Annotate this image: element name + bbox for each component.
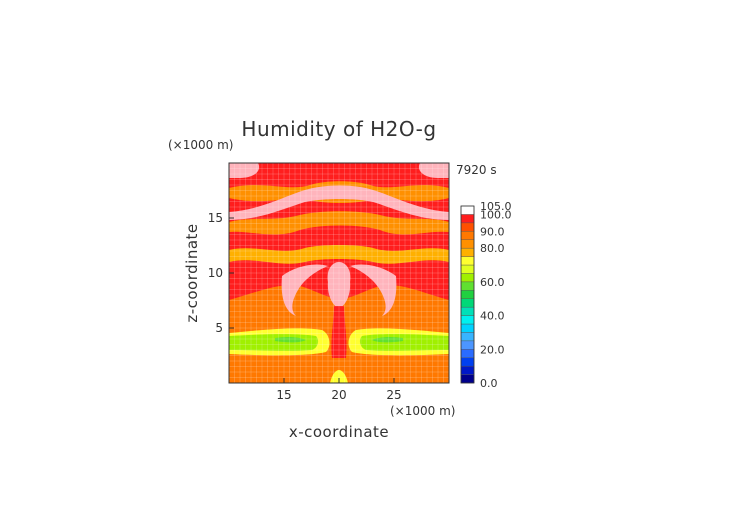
field-pink-arch	[229, 185, 449, 220]
field-dry-core	[275, 336, 403, 343]
colorbar-tick-label: 90.0	[480, 225, 505, 238]
field-updraft-column	[331, 306, 347, 358]
colorbar-swatch	[460, 222, 475, 232]
colorbar-swatch	[460, 365, 475, 375]
x-tick-label: 20	[331, 388, 346, 402]
field-surface-yellow	[330, 370, 348, 383]
field-band-orange-2	[229, 211, 449, 235]
y-unit-label: (×1000 m)	[168, 138, 233, 152]
colorbar-tick-label: 20.0	[480, 343, 505, 356]
colorbar-tick-label: 100.0	[480, 208, 512, 221]
x-unit-label: (×1000 m)	[390, 404, 455, 418]
field-pink-core	[327, 262, 351, 308]
colorbar-tick-label: 105.0	[480, 200, 512, 213]
time-label: 7920 s	[456, 163, 497, 177]
x-axis-label: x-coordinate	[289, 423, 389, 441]
x-tick-label: 25	[386, 388, 401, 402]
x-tick-label: 15	[276, 388, 291, 402]
field-pink-top-left	[229, 163, 260, 178]
field-pink-right-wing	[350, 264, 397, 316]
plot-area	[229, 163, 449, 383]
colorbar-tick-label: 40.0	[480, 310, 505, 323]
colorbar-swatch	[460, 205, 475, 215]
x-axis: 15 20 25	[276, 378, 402, 402]
colorbar-swatch	[460, 214, 475, 224]
colorbar-tick-label: 60.0	[480, 276, 505, 289]
colorbar-swatch	[460, 281, 475, 291]
colorbar-swatch	[460, 315, 475, 325]
colorbar-swatch	[460, 374, 475, 384]
plot-grid	[229, 163, 449, 383]
colorbar-tick-label: 80.0	[480, 242, 505, 255]
y-axis: 5 10 15	[208, 211, 234, 335]
colorbar-swatch	[460, 298, 475, 308]
y-tick-label: 10	[208, 266, 223, 280]
field-pink-top-right	[418, 163, 449, 178]
colorbar-tick-label: 0.0	[480, 377, 498, 390]
y-tick-label: 5	[215, 321, 223, 335]
colorbar-swatch	[460, 264, 475, 274]
field-pink-left-wing	[281, 264, 328, 316]
field-band-orange-3	[229, 245, 449, 264]
colorbar-swatch	[460, 306, 475, 316]
colorbar-swatch	[460, 239, 475, 249]
colorbar-frame	[460, 205, 475, 384]
colorbar-swatch	[460, 256, 475, 266]
colorbar-swatch	[460, 332, 475, 342]
colorbar-swatch	[460, 340, 475, 350]
colorbar-swatch	[460, 231, 475, 240]
colorbar-swatch	[460, 290, 475, 299]
colorbar-swatch	[460, 357, 475, 367]
colorbar-swatch	[460, 349, 475, 358]
colorbar-swatch	[460, 247, 475, 257]
colorbar-swatch	[460, 273, 475, 283]
y-axis-label: z-coordinate	[183, 223, 201, 322]
y-tick-label: 15	[208, 211, 223, 225]
chart-title: Humidity of H2O-g	[241, 117, 436, 141]
colorbar-swatch	[460, 323, 475, 333]
